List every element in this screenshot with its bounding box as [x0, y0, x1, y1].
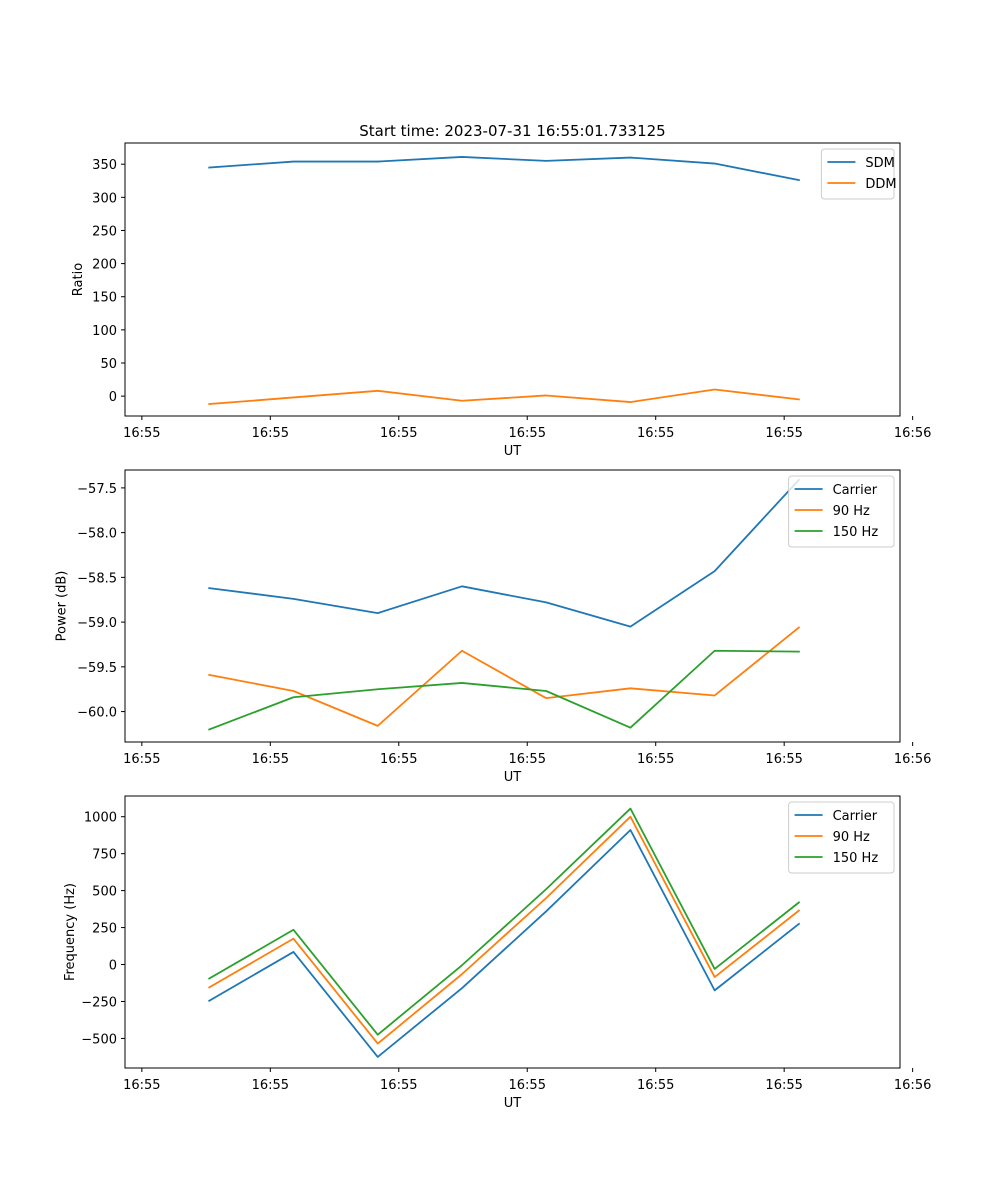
axes-frame	[124, 142, 901, 417]
series-line-150-hz	[208, 807, 801, 1036]
y-tick-label: 750	[92, 848, 117, 863]
legend-label: 90 Hz	[833, 830, 870, 845]
x-tick-label: 16:55	[637, 426, 674, 441]
x-tick-label: 16:55	[765, 1078, 802, 1093]
axes-frame	[124, 795, 901, 1069]
x-tick-label: 16:55	[123, 1078, 160, 1093]
y-tick-label: −60.0	[77, 706, 117, 721]
y-tick-label: −59.0	[77, 616, 117, 631]
x-tick-label: 16:55	[765, 752, 802, 767]
y-tick-label: 350	[92, 158, 117, 173]
y-tick-label: 250	[92, 224, 117, 239]
x-tick-label: 16:56	[894, 752, 931, 767]
axes-frame	[124, 469, 901, 743]
y-axis-label: Power (dB)	[55, 571, 70, 642]
y-tick-label: −58.0	[77, 527, 117, 542]
y-tick-label: −500	[81, 1032, 117, 1047]
x-axis-label: UT	[504, 1096, 522, 1111]
y-tick-label: −59.5	[77, 661, 117, 676]
y-tick-label: 200	[92, 258, 117, 273]
y-tick-label: −250	[81, 995, 117, 1010]
x-tick-label: 16:56	[894, 426, 931, 441]
x-tick-label: 16:55	[380, 426, 417, 441]
y-tick-label: 0	[109, 959, 117, 974]
legend-label: Carrier	[833, 483, 878, 498]
x-tick-label: 16:55	[509, 1078, 546, 1093]
x-tick-label: 16:55	[252, 1078, 289, 1093]
x-tick-label: 16:55	[380, 752, 417, 767]
x-tick-label: 16:55	[252, 752, 289, 767]
legend-label: 150 Hz	[833, 525, 879, 540]
chart-panel-1: 16:55 16:55 16:55 16:55 16:55 16:55 16:56 0 50 10…	[71, 142, 931, 459]
y-axis-label: Frequency (Hz)	[63, 883, 78, 981]
legend-label: 150 Hz	[833, 851, 879, 866]
y-tick-label: 300	[92, 191, 117, 206]
legend: Carrier 90 Hz 150 Hz	[788, 475, 895, 548]
series-line-carrier	[208, 478, 801, 628]
x-tick-label: 16:55	[252, 426, 289, 441]
figure-title: Start time: 2023-07-31 16:55:01.733125	[359, 122, 665, 140]
x-tick-label: 16:55	[380, 1078, 417, 1093]
y-tick-label: 100	[92, 324, 117, 339]
chart-panel-2: 16:55 16:55 16:55 16:55 16:55 16:55 16:56 −57.5…	[55, 469, 931, 785]
legend-label: SDM	[865, 156, 894, 171]
series-line-90-hz	[208, 626, 801, 727]
x-tick-label: 16:56	[894, 1078, 931, 1093]
x-tick-label: 16:55	[123, 752, 160, 767]
y-tick-label: 50	[100, 357, 117, 372]
x-tick-label: 16:55	[637, 1078, 674, 1093]
y-tick-label: −58.5	[77, 571, 117, 586]
y-tick-label: 250	[92, 922, 117, 937]
x-tick-label: 16:55	[509, 752, 546, 767]
y-axis-label: Ratio	[71, 263, 86, 296]
legend-label: Carrier	[833, 809, 878, 824]
legend-label: 90 Hz	[833, 504, 870, 519]
y-tick-label: 1000	[84, 811, 117, 826]
x-axis-label: UT	[504, 444, 522, 459]
y-tick-label: 0	[109, 390, 117, 405]
panels: 16:55 16:55 16:55 16:55 16:55 16:55 16:56 0 50 10…	[55, 142, 931, 1111]
legend-box	[788, 475, 895, 548]
x-axis-label: UT	[504, 770, 522, 785]
series-line-sdm	[208, 156, 800, 182]
series-line-150-hz	[208, 649, 800, 731]
chart-panel-3: 16:55 16:55 16:55 16:55 16:55 16:55 16:56 1000 7…	[63, 795, 931, 1111]
y-tick-label: −57.5	[77, 482, 117, 497]
legend-box	[788, 801, 895, 874]
series-line-carrier	[208, 829, 801, 1058]
y-tick-label: 500	[92, 885, 117, 900]
legend: Carrier 90 Hz 150 Hz	[788, 801, 895, 874]
legend-label: DDM	[865, 177, 896, 192]
x-tick-label: 16:55	[509, 426, 546, 441]
legend: SDM DDM	[820, 148, 897, 200]
y-tick-label: 150	[92, 291, 117, 306]
series-line-90-hz	[208, 815, 801, 1045]
x-tick-label: 16:55	[123, 426, 160, 441]
x-tick-label: 16:55	[765, 426, 802, 441]
x-tick-label: 16:55	[637, 752, 674, 767]
series-line-ddm	[208, 388, 800, 406]
